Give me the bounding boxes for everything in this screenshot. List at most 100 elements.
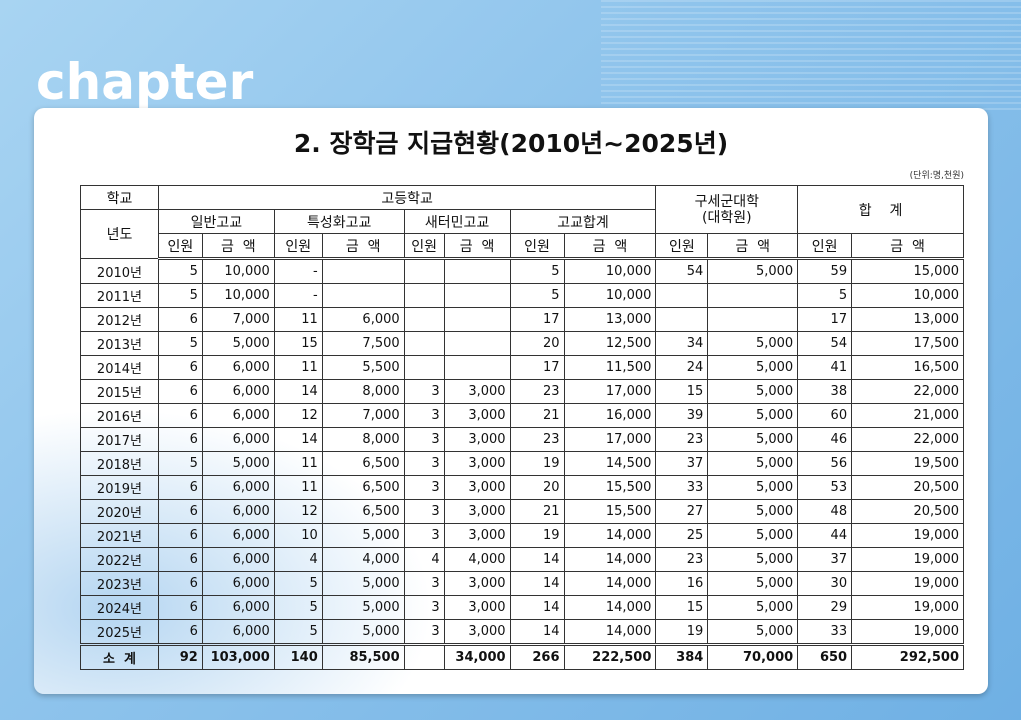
value-cell: 6,000 (201, 571, 275, 596)
value-cell: 48 (797, 499, 853, 524)
value-cell: 17,500 (851, 331, 964, 356)
value-cell: 5,000 (321, 523, 405, 548)
value-cell: 14,000 (563, 523, 657, 548)
value-cell: 6,500 (321, 499, 405, 524)
table-body: 2010년 5 10,000-5 10,000 54 5,000 59 15,000 2011년… (80, 258, 964, 670)
value-cell: 5,500 (321, 355, 405, 380)
value-cell: 6 (157, 547, 203, 572)
value-cell: 70,000 (707, 643, 799, 670)
year-cell: 2024년 (80, 595, 159, 620)
amount-subheader: 금 액 (851, 233, 964, 260)
header-stripes (601, 0, 1021, 110)
value-cell: 15 (655, 595, 709, 620)
value-cell: 11 (273, 307, 323, 332)
value-cell: 5,000 (707, 571, 799, 596)
value-cell (403, 258, 445, 284)
amount-subheader: 금 액 (321, 233, 405, 260)
value-cell: 14,000 (563, 547, 657, 572)
value-cell: 14,000 (563, 571, 657, 596)
value-cell (443, 283, 511, 308)
value-cell: 10,000 (201, 258, 275, 284)
value-cell: 5,000 (707, 619, 799, 645)
year-cell: 2022년 (80, 547, 159, 572)
value-cell: 5,000 (707, 258, 799, 284)
value-cell: 6 (157, 523, 203, 548)
value-cell: 3,000 (443, 499, 511, 524)
value-cell: 14,000 (563, 595, 657, 620)
value-cell: 19 (509, 523, 565, 548)
value-cell: 16,000 (563, 403, 657, 428)
table-row: 2024년 6 6,000 5 5,000 3 3,000 14 14,000 15 5,000 29… (80, 595, 964, 620)
people-subheader: 인원 (797, 233, 853, 260)
value-cell: 17 (509, 307, 565, 332)
value-cell (443, 307, 511, 332)
value-cell: 17,000 (563, 379, 657, 404)
value-cell: 11 (273, 475, 323, 500)
table-row: 2014년 6 6,000 11 5,500 17 11,500 24 5,000 41 16,50… (80, 355, 964, 380)
year-cell: 2018년 (80, 451, 159, 476)
value-cell: 44 (797, 523, 853, 548)
value-cell: 6 (157, 355, 203, 380)
amount-subheader: 금 액 (563, 233, 657, 260)
people-subheader: 인원 (157, 233, 203, 260)
value-cell: 19,000 (851, 571, 964, 596)
value-cell: 3,000 (443, 619, 511, 645)
value-cell: 13,000 (851, 307, 964, 332)
value-cell: 14 (509, 619, 565, 645)
value-cell: 20 (509, 475, 565, 500)
value-cell: 21 (509, 403, 565, 428)
value-cell: 6,000 (201, 595, 275, 620)
value-cell (403, 331, 445, 356)
value-cell: 3 (403, 451, 445, 476)
table-row: 2020년 6 6,000 12 6,500 3 3,000 21 15,500 27 5,000 4… (80, 499, 964, 524)
table-row: 2021년 6 6,000 10 5,000 3 3,000 19 14,000 25 5,000 4… (80, 523, 964, 548)
value-cell: 19,000 (851, 595, 964, 620)
value-cell (655, 307, 709, 332)
value-cell: 3,000 (443, 595, 511, 620)
value-cell: 3,000 (443, 523, 511, 548)
value-cell: 14,000 (563, 619, 657, 645)
value-cell: 13,000 (563, 307, 657, 332)
table-row: 2012년 6 7,000 11 6,000 17 13,000 17 13,000 (80, 307, 964, 332)
year-cell: 2015년 (80, 379, 159, 404)
value-cell: 10,000 (201, 283, 275, 308)
value-cell: 14 (509, 571, 565, 596)
value-cell: 15,500 (563, 475, 657, 500)
value-cell: 5,000 (707, 403, 799, 428)
value-cell: 30 (797, 571, 853, 596)
value-cell: 37 (655, 451, 709, 476)
value-cell: 7,500 (321, 331, 405, 356)
value-cell: 5,000 (707, 547, 799, 572)
value-cell: 292,500 (851, 643, 964, 670)
people-subheader: 인원 (509, 233, 565, 260)
value-cell: 4 (273, 547, 323, 572)
value-cell: 5 (273, 571, 323, 596)
value-cell (655, 283, 709, 308)
value-cell: 5 (509, 258, 565, 284)
value-cell: 19,000 (851, 619, 964, 645)
value-cell: 6,000 (201, 403, 275, 428)
value-cell: 5 (273, 595, 323, 620)
year-cell: 2025년 (80, 619, 159, 645)
value-cell: 5,000 (321, 619, 405, 645)
value-cell: 41 (797, 355, 853, 380)
value-cell: 85,500 (321, 643, 405, 670)
value-cell: 23 (509, 379, 565, 404)
value-cell (443, 355, 511, 380)
value-cell: 23 (655, 427, 709, 452)
high-school-header: 고등학교 (157, 185, 657, 210)
value-cell: 5,000 (707, 595, 799, 620)
value-cell: 3 (403, 523, 445, 548)
university-header: 구세군대학 (대학원) (655, 185, 799, 234)
year-cell: 2012년 (80, 307, 159, 332)
value-cell: 10,000 (563, 258, 657, 284)
value-cell: 20,500 (851, 475, 964, 500)
value-cell: 16,500 (851, 355, 964, 380)
value-cell: 17,000 (563, 427, 657, 452)
value-cell: 29 (797, 595, 853, 620)
value-cell: 10,000 (851, 283, 964, 308)
value-cell: 11,500 (563, 355, 657, 380)
value-cell: 5 (157, 258, 203, 284)
value-cell: 5 (273, 619, 323, 645)
value-cell: 10 (273, 523, 323, 548)
